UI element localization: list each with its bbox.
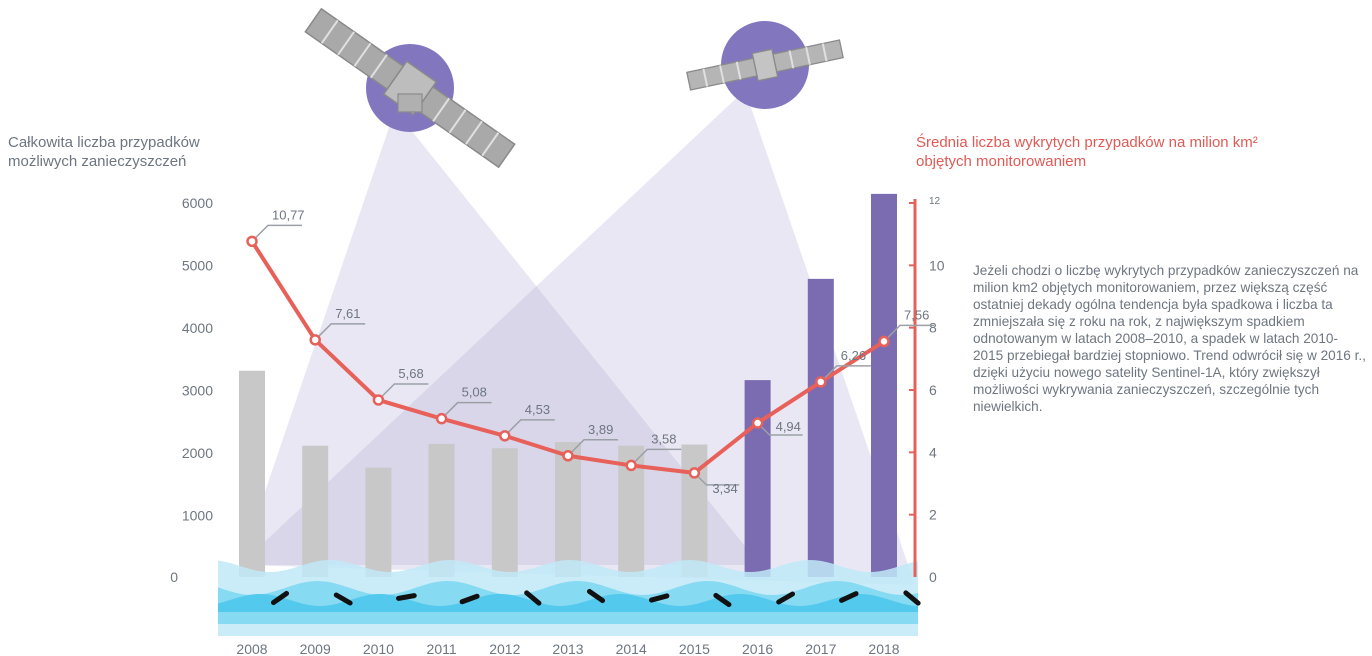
left-tick-label: 2000 (182, 445, 213, 461)
left-axis-ticks: 0 1000 2000 3000 4000 5000 6000 (170, 195, 213, 585)
right-axis-title: Średnia liczba wykrytych przypadków na m… (916, 133, 1336, 171)
data-label-2008: 10,77 (272, 207, 305, 222)
x-tick-label: 2013 (552, 641, 583, 656)
right-tick-label: 10 (929, 257, 945, 273)
x-tick-label: 2014 (616, 641, 647, 656)
x-axis-ticks: 2008 2009 2010 2011 2012 2013 2014 2015 2016 2017… (236, 641, 899, 656)
satellite-left-icon (304, 7, 516, 169)
line-point-2010 (372, 394, 385, 406)
right-tick-label: 0 (929, 569, 937, 585)
right-axis-title-line2: objętych monitorowaniem (916, 153, 1087, 170)
data-label-2017: 6,26 (841, 348, 866, 363)
right-tick-label: 4 (929, 444, 937, 460)
oil-spill-marks (270, 588, 921, 608)
oil-spill-icon (776, 591, 796, 605)
right-tick-label: 6 (929, 382, 937, 398)
satellite-right-icon (686, 21, 844, 109)
left-tick-label: 0 (170, 569, 178, 585)
right-axis: 0 2 4 6 8 10 12 (909, 196, 945, 585)
bar-2018 (871, 193, 897, 577)
oil-spill-icon (270, 590, 290, 606)
line-point-2009 (309, 334, 321, 346)
data-label-2013: 3,89 (588, 422, 613, 437)
bar-2012 (491, 448, 518, 577)
oil-spill-icon (396, 593, 417, 601)
oil-spill-icon (839, 591, 859, 603)
leader-line (251, 224, 302, 242)
x-tick-label: 2011 (427, 641, 457, 656)
right-tick-label: 8 (929, 320, 937, 336)
x-tick-label: 2008 (236, 641, 267, 656)
bar-series (239, 193, 897, 577)
bar-2016 (744, 380, 771, 577)
oil-spill-icon (459, 593, 480, 605)
right-axis-title-line1: Średnia liczba wykrytych przypadków na m… (916, 134, 1258, 151)
leader-line (441, 401, 492, 420)
line-point-2012 (499, 430, 511, 442)
leader-line (567, 439, 618, 457)
line-point-2013 (562, 450, 574, 462)
oil-spill-icon (586, 588, 606, 604)
data-label-2012: 4,53 (525, 402, 550, 417)
leader-line (630, 448, 682, 466)
oil-spill-icon (648, 593, 670, 603)
oil-spill-icon (713, 592, 732, 608)
leader-line (504, 419, 555, 437)
line-point-2015 (688, 467, 701, 479)
data-label-2018: 7,56 (904, 307, 929, 322)
bar-2010 (365, 467, 392, 577)
oil-spill-icon (524, 590, 542, 606)
left-tick-label: 3000 (182, 383, 213, 399)
left-tick-label: 5000 (182, 258, 213, 274)
left-axis-title: Całkowita liczba przypadków możliwych za… (8, 134, 200, 170)
bar-2008 (239, 370, 265, 577)
line-series: 10,77 7,61 5,68 5,08 4,53 3,89 3,58 3,34 4,94 6,2… (246, 207, 934, 496)
wave-dark (218, 594, 918, 612)
line-point-2008 (246, 235, 258, 248)
water-waves (218, 560, 918, 636)
x-tick-label: 2009 (300, 641, 331, 656)
leader-line (314, 323, 366, 341)
line-point-2011 (435, 412, 448, 425)
data-label-2010: 5,68 (398, 366, 423, 381)
line-point-2014 (625, 459, 637, 472)
bar-2009 (302, 445, 329, 577)
oil-spill-icon (333, 592, 353, 606)
right-tick-label: 12 (929, 196, 941, 207)
wave-mid (218, 581, 918, 624)
data-label-2014: 3,58 (651, 431, 676, 446)
x-tick-label: 2016 (742, 641, 773, 656)
data-label-2016: 4,94 (776, 419, 801, 434)
x-tick-label: 2017 (805, 641, 836, 656)
bar-2011 (428, 443, 455, 577)
left-tick-label: 6000 (182, 195, 213, 211)
description-text: Jeżeli chodzi o liczbę wykrytych przypad… (973, 263, 1366, 414)
data-label-2009: 7,61 (335, 306, 360, 321)
x-tick-label: 2010 (363, 641, 394, 656)
line-point-2017 (815, 376, 827, 388)
left-tick-label: 1000 (182, 508, 213, 524)
leader-line (820, 365, 871, 383)
leader-line (883, 324, 934, 342)
bar-2017 (807, 278, 834, 577)
data-label-2011: 5,08 (462, 385, 487, 400)
x-tick-label: 2015 (679, 641, 710, 656)
oil-spill-icon (903, 590, 921, 606)
x-tick-label: 2012 (489, 641, 520, 656)
line-point-2018 (878, 335, 890, 348)
bar-2013 (555, 442, 581, 577)
left-tick-label: 4000 (182, 320, 213, 336)
data-label-2015: 3,34 (712, 481, 737, 496)
leader-line (377, 383, 429, 401)
x-tick-label: 2018 (868, 641, 899, 656)
line-point-2016 (751, 417, 764, 429)
right-tick-label: 2 (929, 507, 937, 523)
